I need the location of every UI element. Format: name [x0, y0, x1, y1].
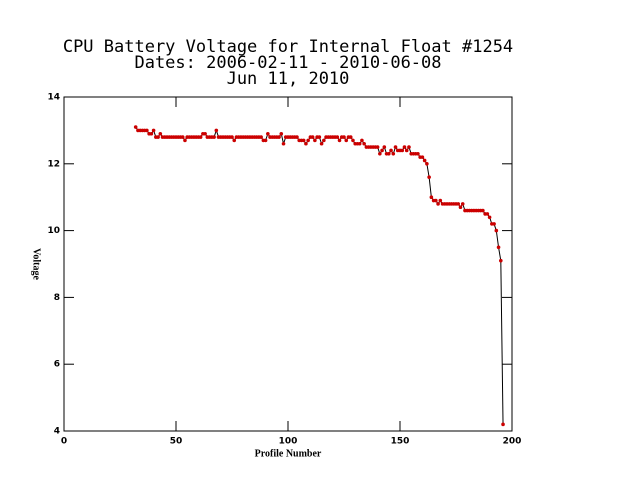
data-point — [295, 135, 299, 139]
y-tick-label: 8 — [54, 293, 60, 303]
data-point — [301, 138, 306, 143]
data-point — [313, 138, 317, 143]
data-point — [391, 151, 396, 156]
data-point — [492, 222, 496, 226]
data-point — [436, 202, 440, 206]
data-point — [360, 138, 364, 143]
data-point — [458, 205, 463, 210]
data-point — [183, 138, 187, 143]
data-point — [499, 258, 503, 263]
data-point — [348, 135, 353, 139]
data-point — [304, 141, 308, 146]
data-point — [487, 215, 492, 220]
data-point — [317, 135, 322, 139]
data-point — [456, 202, 461, 206]
data-point — [460, 202, 465, 206]
data-point — [416, 151, 420, 156]
data-point — [427, 175, 431, 179]
data-point — [481, 208, 485, 213]
y-tick-label: 10 — [47, 226, 60, 236]
data-point — [281, 141, 286, 146]
data-point — [425, 162, 429, 166]
data-point — [407, 145, 411, 149]
data-point — [344, 138, 349, 143]
data-point — [357, 141, 362, 146]
data-point — [362, 141, 366, 146]
data-point — [378, 151, 382, 156]
x-tick-label: 0 — [61, 437, 67, 447]
data-point — [310, 135, 315, 139]
plot-frame — [63, 96, 513, 432]
data-point — [335, 135, 340, 139]
data-point — [180, 135, 185, 139]
data-point — [156, 135, 160, 139]
data-point — [306, 138, 310, 143]
data-point — [149, 131, 154, 136]
data-point — [404, 148, 409, 153]
data-point — [151, 128, 156, 133]
data-point — [145, 128, 149, 133]
data-point — [198, 135, 203, 139]
y-tick-label: 12 — [47, 159, 60, 169]
data-point — [337, 138, 342, 143]
x-tick-label: 150 — [391, 437, 410, 447]
data-point — [434, 198, 438, 203]
data-point — [203, 131, 207, 136]
data-point — [389, 148, 393, 153]
data-point — [322, 138, 326, 143]
x-tick-label: 50 — [170, 437, 183, 447]
data-point — [277, 135, 281, 139]
data-point — [259, 135, 263, 139]
data-point — [158, 131, 163, 136]
voltage-line — [135, 126, 504, 425]
data-point — [375, 145, 380, 149]
data-point — [133, 125, 138, 129]
data-point — [438, 198, 443, 203]
chart-subtitle: Dates: 2006-02-11 - 2010-06-08 — [134, 53, 441, 73]
data-point — [501, 422, 505, 427]
x-axis-label: Profile Number — [255, 448, 322, 459]
x-tick-label: 100 — [279, 437, 298, 447]
data-point — [400, 148, 405, 153]
data-point — [429, 195, 434, 199]
data-point — [279, 131, 284, 136]
y-tick-label: 6 — [54, 360, 60, 370]
data-point — [422, 158, 427, 163]
y-axis-label: Voltage — [31, 248, 42, 280]
data-point — [319, 141, 324, 146]
data-point — [402, 145, 407, 149]
data-point — [382, 145, 387, 149]
data-point — [393, 145, 398, 149]
data-point — [212, 135, 216, 139]
data-point — [263, 138, 268, 143]
y-tick-label: 14 — [47, 93, 60, 103]
data-point — [420, 155, 425, 159]
data-point — [380, 148, 384, 153]
data-point — [230, 135, 234, 139]
chart-title: CPU Battery Voltage for Internal Float #… — [63, 37, 513, 57]
data-point — [387, 151, 391, 156]
data-point — [214, 128, 219, 133]
data-point — [351, 138, 355, 143]
y-tick-label: 4 — [54, 427, 60, 437]
data-point — [494, 228, 499, 233]
data-point — [266, 131, 270, 136]
data-point — [485, 212, 490, 216]
data-point — [342, 135, 346, 139]
data-point — [232, 138, 237, 143]
x-tick-label: 200 — [503, 437, 522, 447]
data-point — [496, 245, 501, 250]
chart-date: Jun 11, 2010 — [227, 69, 350, 89]
